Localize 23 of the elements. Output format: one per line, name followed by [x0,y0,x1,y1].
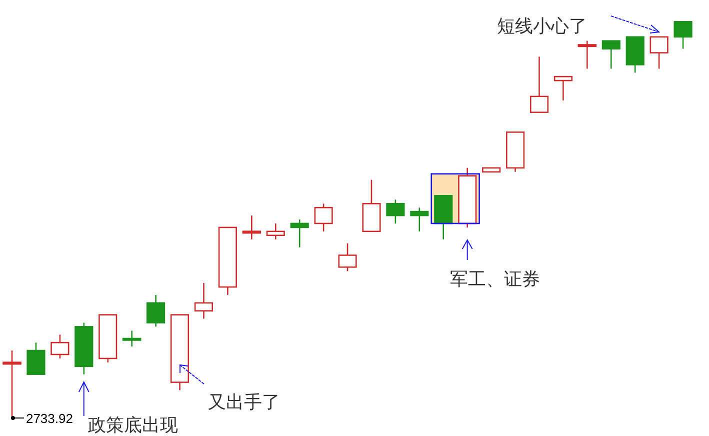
candlestick [122,330,142,348]
candlestick [26,342,46,375]
annotation: 又出手了 [208,392,280,413]
candlestick [290,218,309,248]
candlestick [386,199,405,224]
candlestick [674,21,692,50]
candlestick [554,76,572,102]
candlestick [314,202,333,232]
annotation: 短线小心了 [497,16,587,37]
candlestick [338,242,357,272]
candlestick [266,222,285,240]
candlestick [530,56,549,113]
candlestick [50,334,70,360]
candlestick [650,36,668,70]
candlestick [194,282,214,320]
candlestick [602,40,620,70]
candlestick [242,214,262,240]
annotation: 军工、证券 [450,269,540,290]
candlestick [578,40,597,70]
candlestick [146,294,166,328]
candlestick [410,206,429,232]
annotation: 政策底出现 [88,415,178,436]
annotation: 2733.92 [26,411,73,426]
